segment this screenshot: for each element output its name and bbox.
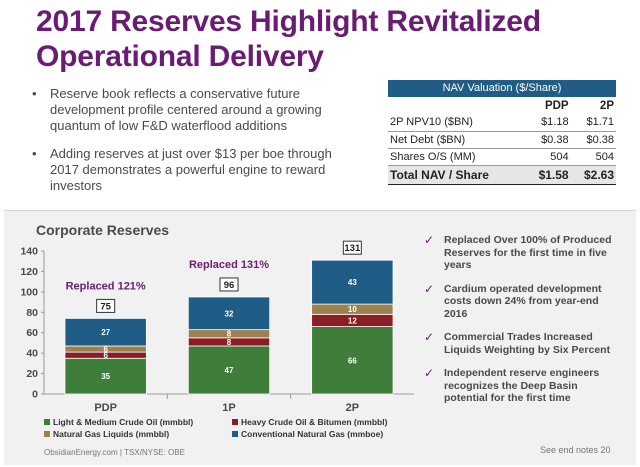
bullet-list: Reserve book reflects a conservative fut…	[30, 86, 360, 206]
legend-label: Heavy Crude Oil & Bitumen (mmbbl)	[241, 417, 388, 427]
y-tick-label: 20	[26, 368, 38, 380]
checkmark-icon: ✓	[424, 233, 435, 247]
nav-col-pdp: PDP	[544, 99, 569, 112]
nav-row: 2P NPV10 ($BN) $1.18 $1.71	[388, 114, 616, 132]
bar-segment-label: 6	[103, 351, 108, 360]
legend-label: Light & Medium Crude Oil (mmbbl)	[53, 417, 193, 427]
x-tick-label: PDP	[94, 402, 117, 414]
bar-segment-label: 43	[348, 278, 357, 287]
nav-total-label: Total NAV / Share	[388, 164, 526, 185]
nav-row-2p: $1.71	[570, 114, 616, 132]
highlight-item: ✓ Replaced Over 100% of Produced Reserve…	[424, 234, 624, 272]
nav-row: Net Debt ($BN) $0.38 $0.38	[388, 131, 616, 149]
nav-row-label: Shares O/S (MM)	[388, 148, 526, 166]
y-tick-label: 80	[26, 307, 38, 319]
nav-row: Shares O/S (MM) 504 504	[388, 148, 616, 166]
legend-label: Natural Gas Liquids (mmbbl)	[53, 429, 169, 439]
highlight-item: ✓ Commercial Trades Increased Liquids We…	[424, 331, 624, 356]
nav-col-2p: 2P	[599, 99, 614, 112]
bar-segment	[187, 345, 271, 395]
title-line-2: Operational Delivery	[36, 40, 324, 73]
bar-segment	[311, 259, 394, 305]
nav-row-label: 2P NPV10 ($BN)	[388, 114, 526, 132]
nav-valuation-table: NAV Valuation ($/Share) PDP 2P 2P NPV10 …	[388, 80, 616, 185]
nav-row-2p: 504	[570, 148, 616, 166]
highlight-text: Cardium operated development costs down …	[444, 282, 602, 320]
bar-annotation: Replaced 131%	[189, 259, 269, 271]
nav-row-pdp: $1.18	[525, 114, 571, 132]
nav-row-label: Net Debt ($BN)	[388, 131, 526, 149]
bar-segment	[64, 318, 147, 347]
y-tick-label: 60	[26, 327, 38, 339]
nav-total-row: Total NAV / Share $1.58 $2.63	[388, 164, 616, 185]
y-tick-label: 40	[26, 348, 38, 360]
legend-swatch	[44, 431, 50, 437]
y-tick-label: 140	[20, 246, 38, 258]
bar-segment-label: 12	[348, 316, 357, 325]
slide-title: 2017 Reserves Highlight Revitalized Oper…	[36, 4, 576, 74]
nav-total-2p: $2.63	[570, 164, 616, 185]
nav-row-2p: $0.38	[570, 131, 616, 149]
x-tick-label: 2P	[346, 402, 359, 414]
bar-total-label: 75	[100, 301, 111, 312]
bar-segment-label: 8	[227, 330, 232, 339]
chart-title: Corporate Reserves	[36, 222, 170, 238]
reserves-chart: 0 20 40 60 80 100 120 140 35 66 27 75 Replaced 121% P…	[20, 240, 414, 439]
bar-segment-label: 32	[225, 309, 234, 318]
footer-endnotes: See end notes 20	[540, 445, 611, 455]
bar-segment-label: 66	[348, 356, 357, 365]
bullet-item: Adding reserves at just over $13 per boe…	[30, 146, 360, 194]
x-tick-label: 1P	[222, 402, 235, 414]
y-tick-label: 0	[32, 389, 38, 401]
bar-total-box	[96, 298, 116, 313]
bar-segment	[64, 357, 147, 395]
title-line-1: 2017 Reserves Highlight Revitalized	[36, 5, 541, 38]
highlight-text: Commercial Trades Increased Liquids Weig…	[444, 331, 611, 356]
legend-swatch	[44, 419, 50, 425]
bar-segment-label: 6	[103, 345, 108, 354]
checkmark-icon: ✓	[424, 281, 435, 296]
bar-segment-label: 47	[225, 366, 234, 375]
legend-swatch	[232, 431, 238, 437]
footer-website: ObsidianEnergy.com | TSX/NYSE: OBE	[44, 448, 185, 457]
bar-segment	[187, 296, 271, 331]
checkmark-icon: ✓	[424, 330, 435, 344]
bullet-item: Reserve book reflects a conservative fut…	[30, 86, 360, 134]
nav-row-pdp: 504	[525, 148, 571, 166]
bar-segment-label: 10	[348, 305, 357, 314]
legend-swatch	[232, 419, 238, 425]
highlight-item: ✓ Cardium operated development costs dow…	[424, 281, 624, 321]
bar-annotation: Replaced 121%	[66, 280, 146, 292]
highlight-text: Independent reserve engineers recognizes…	[444, 367, 600, 404]
bar-total-label: 131	[344, 243, 361, 254]
highlights-list: ✓ Replaced Over 100% of Produced Reserve…	[424, 234, 624, 416]
nav-total-pdp: $1.58	[525, 164, 571, 185]
bar-total-label: 96	[224, 280, 235, 291]
checkmark-icon: ✓	[424, 366, 435, 380]
bar-segment	[311, 326, 394, 395]
bar-segment-label: 27	[101, 328, 110, 337]
highlight-item: ✓ Independent reserve engineers recogniz…	[424, 367, 624, 405]
y-tick-label: 120	[20, 266, 38, 278]
bar-total-box	[342, 240, 362, 255]
nav-row-pdp: $0.38	[525, 131, 571, 149]
bar-total-box	[219, 277, 239, 292]
bar-segment-label: 8	[227, 338, 232, 347]
legend-label: Conventional Natural Gas (mmboe)	[241, 429, 383, 439]
nav-table-header: NAV Valuation ($/Share)	[388, 80, 616, 97]
y-tick-label: 100	[20, 286, 38, 298]
highlight-text: Replaced Over 100% of Produced Reserves …	[444, 234, 612, 271]
bar-segment-label: 35	[101, 372, 110, 381]
